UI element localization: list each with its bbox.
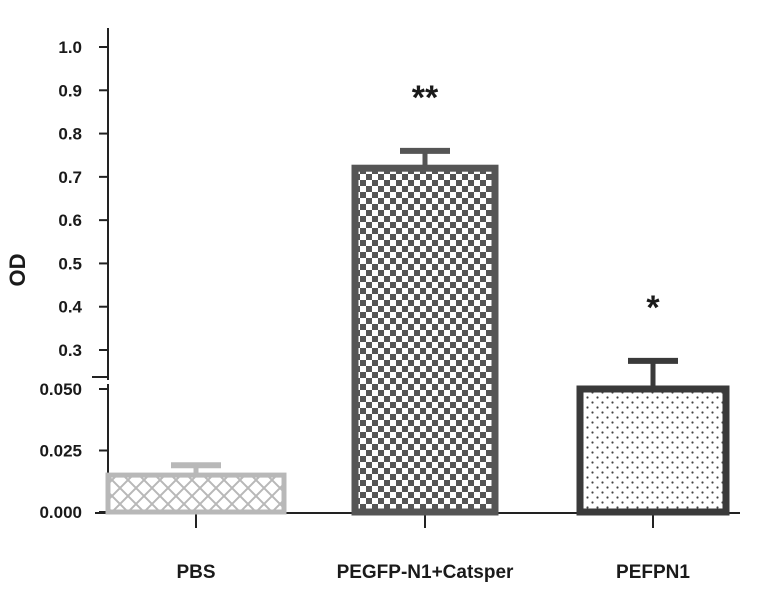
y-tick-label: 0.050	[39, 380, 82, 399]
labels: 1.0 0.9 0.8 0.7 0.6 0.5 0.4 0.3 0.050 0.025 0.000 P…	[39, 38, 690, 583]
y-tick-label: 0.4	[58, 298, 82, 317]
y-tick-label: 0.000	[39, 503, 82, 522]
significance-label: *	[646, 289, 660, 327]
x-tick-label: PEFPN1	[616, 562, 690, 583]
y-axis-label: OD	[5, 254, 30, 287]
x-tick-label: PBS	[176, 562, 215, 583]
y-tick-label: 0.7	[58, 168, 82, 187]
y-tick-label: 0.025	[39, 442, 82, 461]
y-tick-label: 1.0	[58, 38, 82, 57]
bar-2	[576, 385, 730, 516]
bar-1	[351, 164, 499, 516]
bar-0	[105, 472, 287, 515]
bars	[105, 147, 730, 516]
x-tick-label: PEGFP-N1+Catsper	[337, 562, 514, 583]
y-tick-label: 0.3	[58, 341, 82, 360]
significance-label: **	[412, 79, 439, 117]
y-tick-label: 0.9	[58, 81, 82, 100]
y-tick-label: 0.5	[58, 254, 82, 273]
y-tick-label: 0.6	[58, 211, 82, 230]
y-tick-label: 0.8	[58, 125, 82, 144]
